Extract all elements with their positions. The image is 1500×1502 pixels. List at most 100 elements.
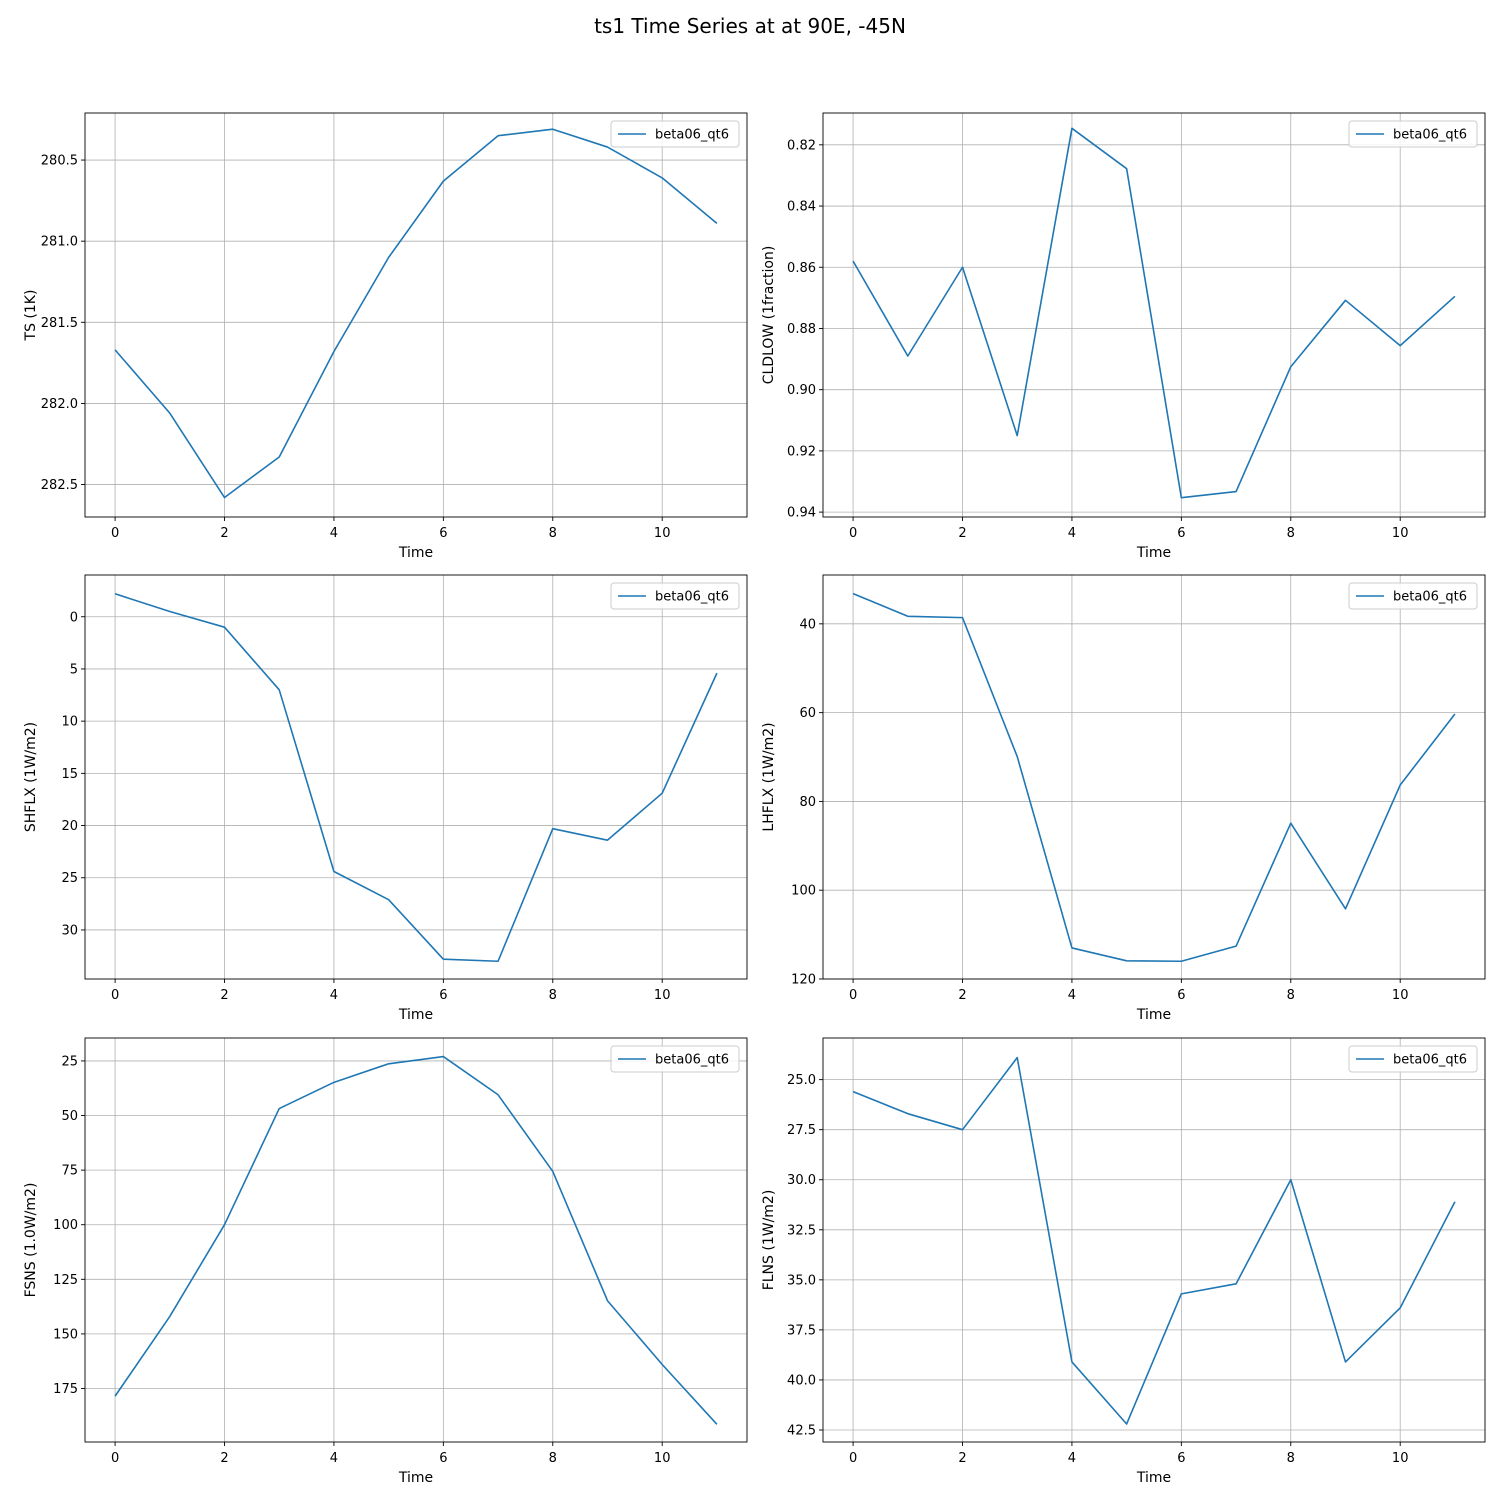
x-tick-label: 10 — [1392, 1451, 1409, 1466]
legend-entry-label: beta06_qt6 — [655, 1053, 729, 1068]
y-tick-label: 280.5 — [41, 154, 78, 169]
y-tick-label: 0.86 — [787, 261, 816, 276]
y-tick-label: 40.0 — [787, 1373, 816, 1388]
series-line-beta06_qt6 — [114, 128, 718, 499]
legend-box — [1348, 120, 1478, 148]
y-axis-label: TS (1K) — [23, 290, 39, 342]
grid-lines — [823, 575, 1485, 980]
grid-lines — [823, 1038, 1485, 1442]
x-axis-label: Time — [1136, 1007, 1171, 1023]
x-tick-label: 2 — [220, 988, 228, 1003]
y-tick-label: 125 — [53, 1273, 78, 1288]
x-tick-label: 10 — [654, 1451, 671, 1466]
axes-frame — [822, 574, 1486, 980]
y-tick-label: 80 — [799, 795, 816, 810]
x-tick-label: 0 — [849, 988, 857, 1003]
chart-panel-cldlow: 0 2 4 6 8 10 0.82 0.84 0.86 0.88 0.90 0.92 0.94 Time C… — [761, 112, 1486, 561]
x-tick-label: 0 — [849, 526, 857, 541]
y-axis-label: FLNS (1W/m2) — [761, 1190, 777, 1291]
legend: beta06_qt6 — [610, 582, 740, 610]
x-tick-label: 8 — [549, 526, 557, 541]
x-tick-label: 8 — [549, 988, 557, 1003]
legend: beta06_qt6 — [1348, 1045, 1478, 1073]
y-tick-label: 37.5 — [787, 1323, 816, 1338]
x-tick-label: 10 — [654, 526, 671, 541]
chart-panel-shflx: 0 2 4 6 8 10 0 5 10 15 20 25 30 Time SHFLX (1W/m2) beta… — [23, 574, 748, 1023]
axes-frame — [84, 112, 748, 518]
x-tick-label: 8 — [1287, 526, 1295, 541]
y-tick-label: 100 — [791, 884, 816, 899]
y-tick-label: 0.92 — [787, 444, 816, 459]
chart-panel-fsns: 0 2 4 6 8 10 25 50 75 100 125 150 175 Time FSNS (1.0W/… — [23, 1037, 748, 1486]
figure-title: ts1 Time Series at at 90E, -45N — [594, 14, 906, 38]
x-tick-label: 10 — [1392, 526, 1409, 541]
x-tick-label: 2 — [220, 526, 228, 541]
y-tick-label: 30.0 — [787, 1173, 816, 1188]
series-line-beta06_qt6 — [852, 592, 1456, 963]
y-tick-label: 120 — [791, 973, 816, 988]
y-tick-label: 10 — [61, 715, 78, 730]
x-tick-label: 2 — [958, 988, 966, 1003]
y-tick-label: 281.5 — [41, 316, 78, 331]
y-tick-label: 100 — [53, 1218, 78, 1233]
series-line-beta06_qt6 — [114, 593, 718, 963]
y-tick-label: 42.5 — [787, 1423, 816, 1438]
legend-box — [610, 120, 740, 148]
chart-panel-lhflx: 0 2 4 6 8 10 40 60 80 100 120 Time LHFLX (1W/m2) beta… — [761, 574, 1486, 1023]
legend-box — [610, 582, 740, 610]
x-tick-label: 8 — [549, 1451, 557, 1466]
y-axis-label: FSNS (1.0W/m2) — [23, 1183, 39, 1298]
y-tick-label: 30 — [61, 923, 78, 938]
y-tick-label: 0.84 — [787, 200, 816, 215]
y-tick-label: 5 — [70, 662, 78, 677]
y-tick-label: 35.0 — [787, 1273, 816, 1288]
x-tick-label: 6 — [1177, 526, 1185, 541]
x-tick-label: 6 — [439, 1451, 447, 1466]
x-axis-label: Time — [398, 1007, 433, 1023]
x-tick-label: 6 — [439, 988, 447, 1003]
x-tick-label: 6 — [439, 526, 447, 541]
y-tick-label: 0.94 — [787, 506, 816, 521]
y-tick-label: 27.5 — [787, 1123, 816, 1138]
chart-panel-ts: 0 2 4 6 8 10 280.5 281.0 281.5 282.0 282.5 Time TS (… — [23, 112, 748, 561]
y-axis-label: LHFLX (1W/m2) — [761, 722, 777, 831]
x-tick-label: 4 — [1068, 1451, 1076, 1466]
axes-frame — [84, 1037, 748, 1443]
x-tick-label: 0 — [849, 1451, 857, 1466]
x-tick-label: 10 — [1392, 988, 1409, 1003]
x-axis-label: Time — [398, 545, 433, 561]
y-tick-label: 75 — [61, 1164, 78, 1179]
y-tick-label: 25 — [61, 1054, 78, 1069]
grid-lines — [85, 1038, 747, 1442]
x-tick-label: 2 — [220, 1451, 228, 1466]
x-tick-label: 6 — [1177, 1451, 1185, 1466]
y-tick-label: 282.0 — [41, 397, 78, 412]
x-tick-label: 2 — [958, 1451, 966, 1466]
x-axis-label: Time — [398, 1470, 433, 1486]
x-axis-label: Time — [1136, 1470, 1171, 1486]
y-tick-label: 0 — [70, 610, 78, 625]
legend: beta06_qt6 — [610, 120, 740, 148]
y-axis-label: CLDLOW (1fraction) — [761, 246, 777, 385]
legend-box — [610, 1045, 740, 1073]
legend-entry-label: beta06_qt6 — [655, 128, 729, 143]
y-tick-label: 150 — [53, 1327, 78, 1342]
legend: beta06_qt6 — [610, 1045, 740, 1073]
y-axis-label: SHFLX (1W/m2) — [23, 722, 39, 832]
x-tick-label: 0 — [111, 526, 119, 541]
x-tick-label: 6 — [1177, 988, 1185, 1003]
series-line-beta06_qt6 — [114, 1055, 718, 1425]
x-tick-label: 0 — [111, 1451, 119, 1466]
series-line-beta06_qt6 — [852, 1056, 1456, 1425]
chart-panel-flns: 0 2 4 6 8 10 25.0 27.5 30.0 32.5 35.0 37.5 40.0 42.5 T… — [761, 1037, 1486, 1486]
x-tick-label: 4 — [1068, 988, 1076, 1003]
y-tick-label: 282.5 — [41, 478, 78, 493]
x-tick-label: 10 — [654, 988, 671, 1003]
y-tick-label: 40 — [799, 617, 816, 632]
legend: beta06_qt6 — [1348, 120, 1478, 148]
y-tick-label: 0.82 — [787, 138, 816, 153]
legend: beta06_qt6 — [1348, 582, 1478, 610]
y-tick-label: 60 — [799, 706, 816, 721]
legend-entry-label: beta06_qt6 — [1393, 128, 1467, 143]
x-tick-label: 8 — [1287, 988, 1295, 1003]
